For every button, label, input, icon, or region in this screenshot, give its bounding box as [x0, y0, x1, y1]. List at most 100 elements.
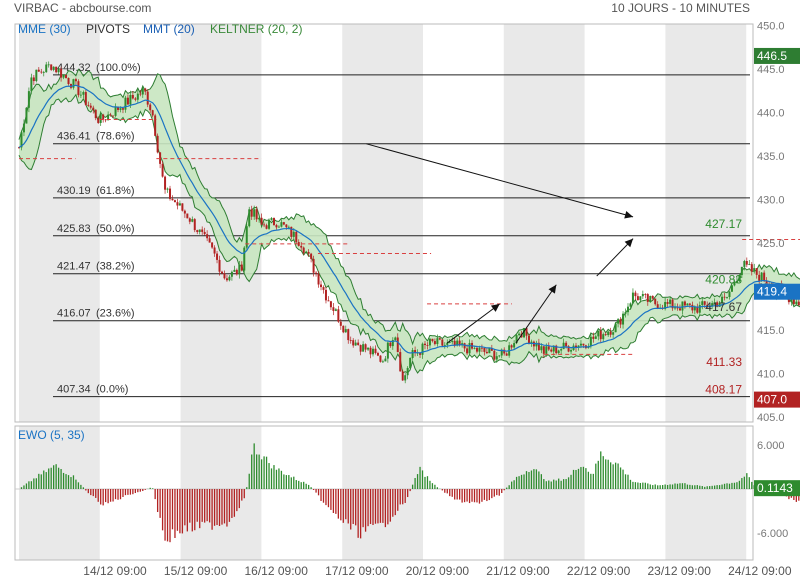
candle-body: [456, 340, 459, 346]
candle-body: [159, 152, 162, 164]
pivot-value-label: 407.34: [57, 384, 91, 396]
legend-mmt[interactable]: MMT (20): [143, 22, 195, 36]
candle-body: [567, 346, 570, 352]
candle-body: [121, 108, 124, 110]
candle-body: [681, 301, 684, 311]
candle-body: [575, 345, 578, 348]
candle-body: [104, 119, 107, 121]
candle-body: [94, 109, 97, 119]
candle-body: [339, 321, 342, 326]
legend-keltner[interactable]: KELTNER (20, 2): [210, 22, 302, 36]
candle-body: [597, 330, 600, 337]
candle-body: [126, 97, 129, 105]
candle-body: [327, 300, 330, 302]
legend-pivots[interactable]: PIVOTS: [86, 22, 130, 36]
candle-body: [258, 217, 261, 220]
candle-body: [703, 301, 706, 305]
candle-body: [740, 266, 743, 276]
candle-body: [475, 347, 478, 352]
candle-body: [748, 264, 751, 265]
candle-body: [466, 348, 469, 354]
trend-arrow-line: [596, 238, 634, 277]
candle-body: [646, 294, 649, 302]
y-tick-label: 440.0: [757, 108, 785, 120]
candle-body: [245, 226, 248, 248]
candle-body: [201, 229, 204, 232]
candle-body: [446, 342, 449, 345]
candle-body: [329, 301, 332, 308]
ewo-tick-label: -6.000: [757, 528, 788, 540]
candle-body: [478, 347, 481, 352]
y-tick-label: 410.0: [757, 369, 785, 381]
shade-band-4: [665, 24, 747, 422]
candle-body: [790, 298, 793, 303]
candle-body: [726, 297, 729, 298]
legend-mme[interactable]: MME (30): [18, 22, 71, 36]
candle-body: [320, 284, 323, 288]
ewo-title[interactable]: EWO (5, 35): [18, 428, 85, 442]
candle-body: [629, 303, 632, 307]
candle-body: [693, 306, 696, 311]
candle-body: [290, 226, 293, 237]
candle-body: [151, 110, 154, 116]
candle-body: [485, 351, 488, 354]
candle-body: [50, 64, 53, 70]
candle-body: [560, 349, 563, 351]
pivot-pct-label: (38.2%): [96, 261, 135, 273]
candle-body: [696, 306, 699, 313]
candle-body: [89, 105, 92, 108]
candle-body: [42, 72, 45, 73]
candle-body: [30, 77, 33, 92]
candle-body: [612, 332, 615, 335]
candle-body: [342, 325, 345, 333]
candle-body: [527, 335, 530, 344]
pivot-pct-label: (23.6%): [96, 308, 135, 320]
candle-body: [208, 238, 211, 243]
candle-body: [166, 188, 169, 190]
candle-body: [537, 342, 540, 351]
ewo-panel-frame: [14, 425, 754, 561]
candle-body: [426, 345, 429, 346]
candle-body: [362, 344, 365, 352]
candle-body: [480, 347, 483, 349]
candle-body: [458, 340, 461, 346]
x-tick-label: 21/12 09:00: [486, 564, 550, 578]
chart-period: 10 JOURS - 10 MINUTES: [611, 1, 750, 15]
candle-body: [107, 114, 110, 121]
candle-body: [230, 271, 233, 277]
pivot-value-label: 444.32: [57, 62, 91, 74]
candle-body: [102, 114, 105, 120]
ewo-badge: [754, 480, 800, 497]
weekend-shading: [19, 24, 747, 560]
candle-body: [124, 97, 127, 110]
price-badge: [754, 391, 800, 408]
candle-body: [490, 348, 493, 351]
candle-body: [599, 330, 602, 340]
candle-body: [315, 272, 318, 274]
candle-body: [32, 77, 35, 82]
candle-body: [419, 352, 422, 355]
candle-body: [713, 302, 716, 304]
candle-body: [624, 312, 627, 314]
x-tick-label: 22/12 09:00: [567, 564, 631, 578]
candle-body: [18, 147, 20, 149]
candle-body: [292, 231, 295, 237]
price-panel-frame: [14, 23, 754, 423]
candle-body: [173, 200, 176, 203]
candle-body: [141, 88, 144, 95]
candle-body: [423, 343, 426, 346]
candle-body: [178, 203, 181, 206]
candle-body: [723, 296, 726, 298]
candle-body: [67, 78, 70, 85]
candle-body: [518, 333, 521, 336]
candle-body: [792, 298, 795, 305]
x-tick-label: 20/12 09:00: [406, 564, 470, 578]
candle-body: [114, 106, 117, 116]
candle-body: [589, 336, 592, 347]
candle-body: [74, 79, 77, 82]
candle-body: [594, 336, 597, 339]
candle-body: [354, 342, 357, 346]
candle-body: [352, 340, 355, 346]
candle-body: [409, 358, 412, 368]
y-tick-label: 445.0: [757, 64, 785, 76]
